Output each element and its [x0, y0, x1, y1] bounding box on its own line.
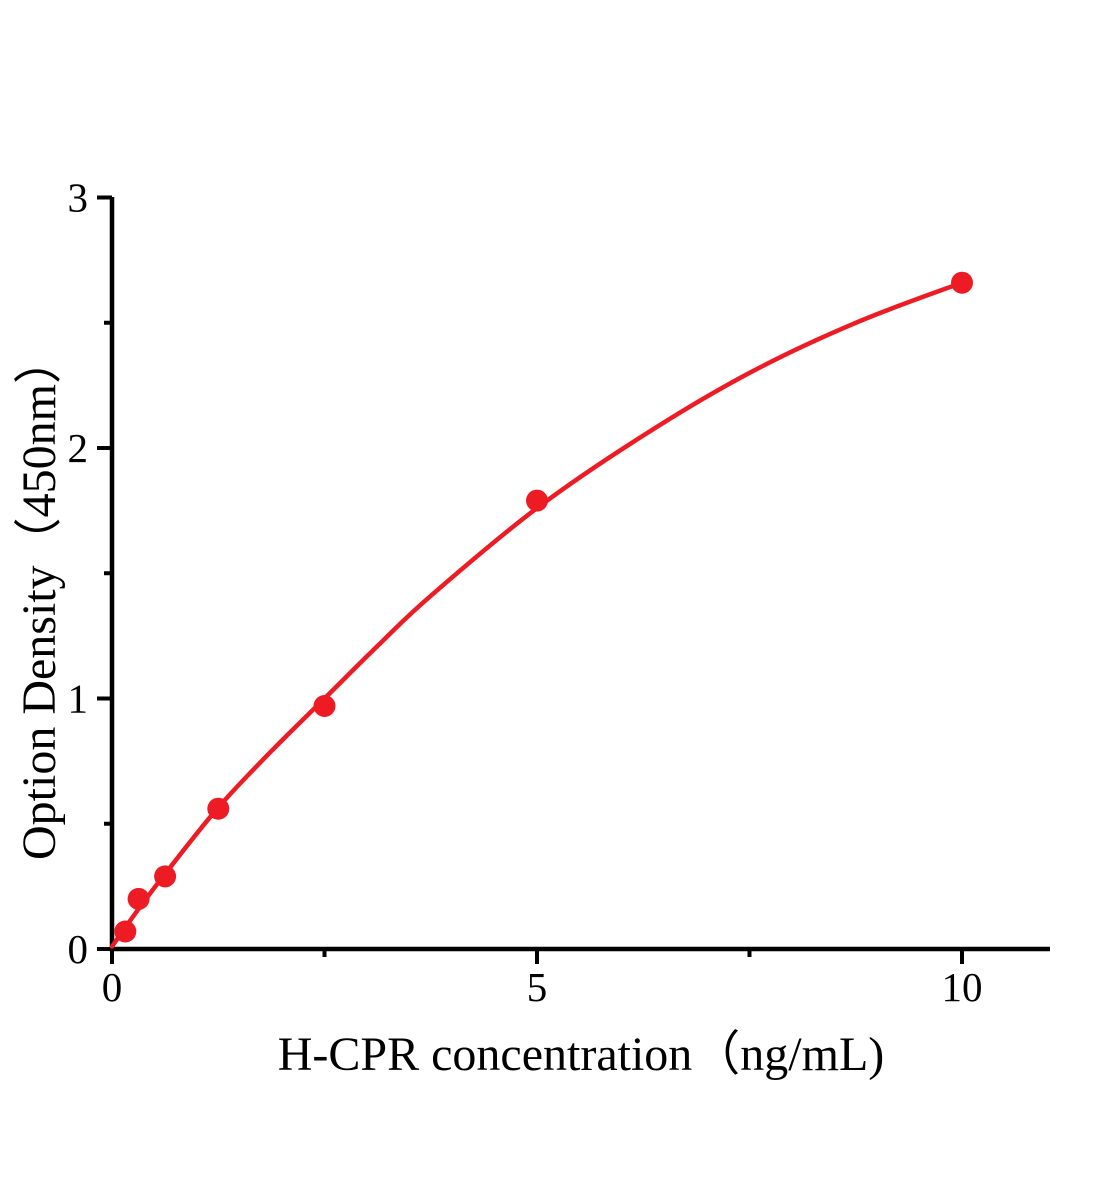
x-tick-label: 0: [102, 964, 123, 1010]
axes: [109, 197, 1050, 952]
y-tick-label: 0: [68, 926, 89, 972]
axis-tick-labels: 0 5 10 0 1 2 3: [68, 175, 983, 1011]
x-tick-label: 5: [527, 964, 548, 1010]
fit-curve-path: [109, 280, 965, 949]
data-point: [951, 271, 973, 294]
data-point: [313, 695, 336, 717]
data-point: [154, 865, 177, 888]
data-points: [114, 271, 973, 943]
y-tick-label: 2: [68, 425, 89, 471]
y-axis-title: Option Density（450nm）: [13, 336, 66, 860]
data-point: [526, 489, 548, 512]
y-tick-label: 3: [68, 175, 89, 221]
x-tick-label: 10: [942, 964, 983, 1010]
axis-ticks: [97, 195, 964, 964]
data-point: [127, 887, 150, 910]
fit-curve: [109, 280, 965, 949]
x-axis-title: H-CPR concentration（ng/mL): [278, 1028, 885, 1081]
y-tick-label: 1: [68, 676, 89, 722]
data-point: [114, 920, 137, 943]
data-point: [207, 797, 230, 820]
